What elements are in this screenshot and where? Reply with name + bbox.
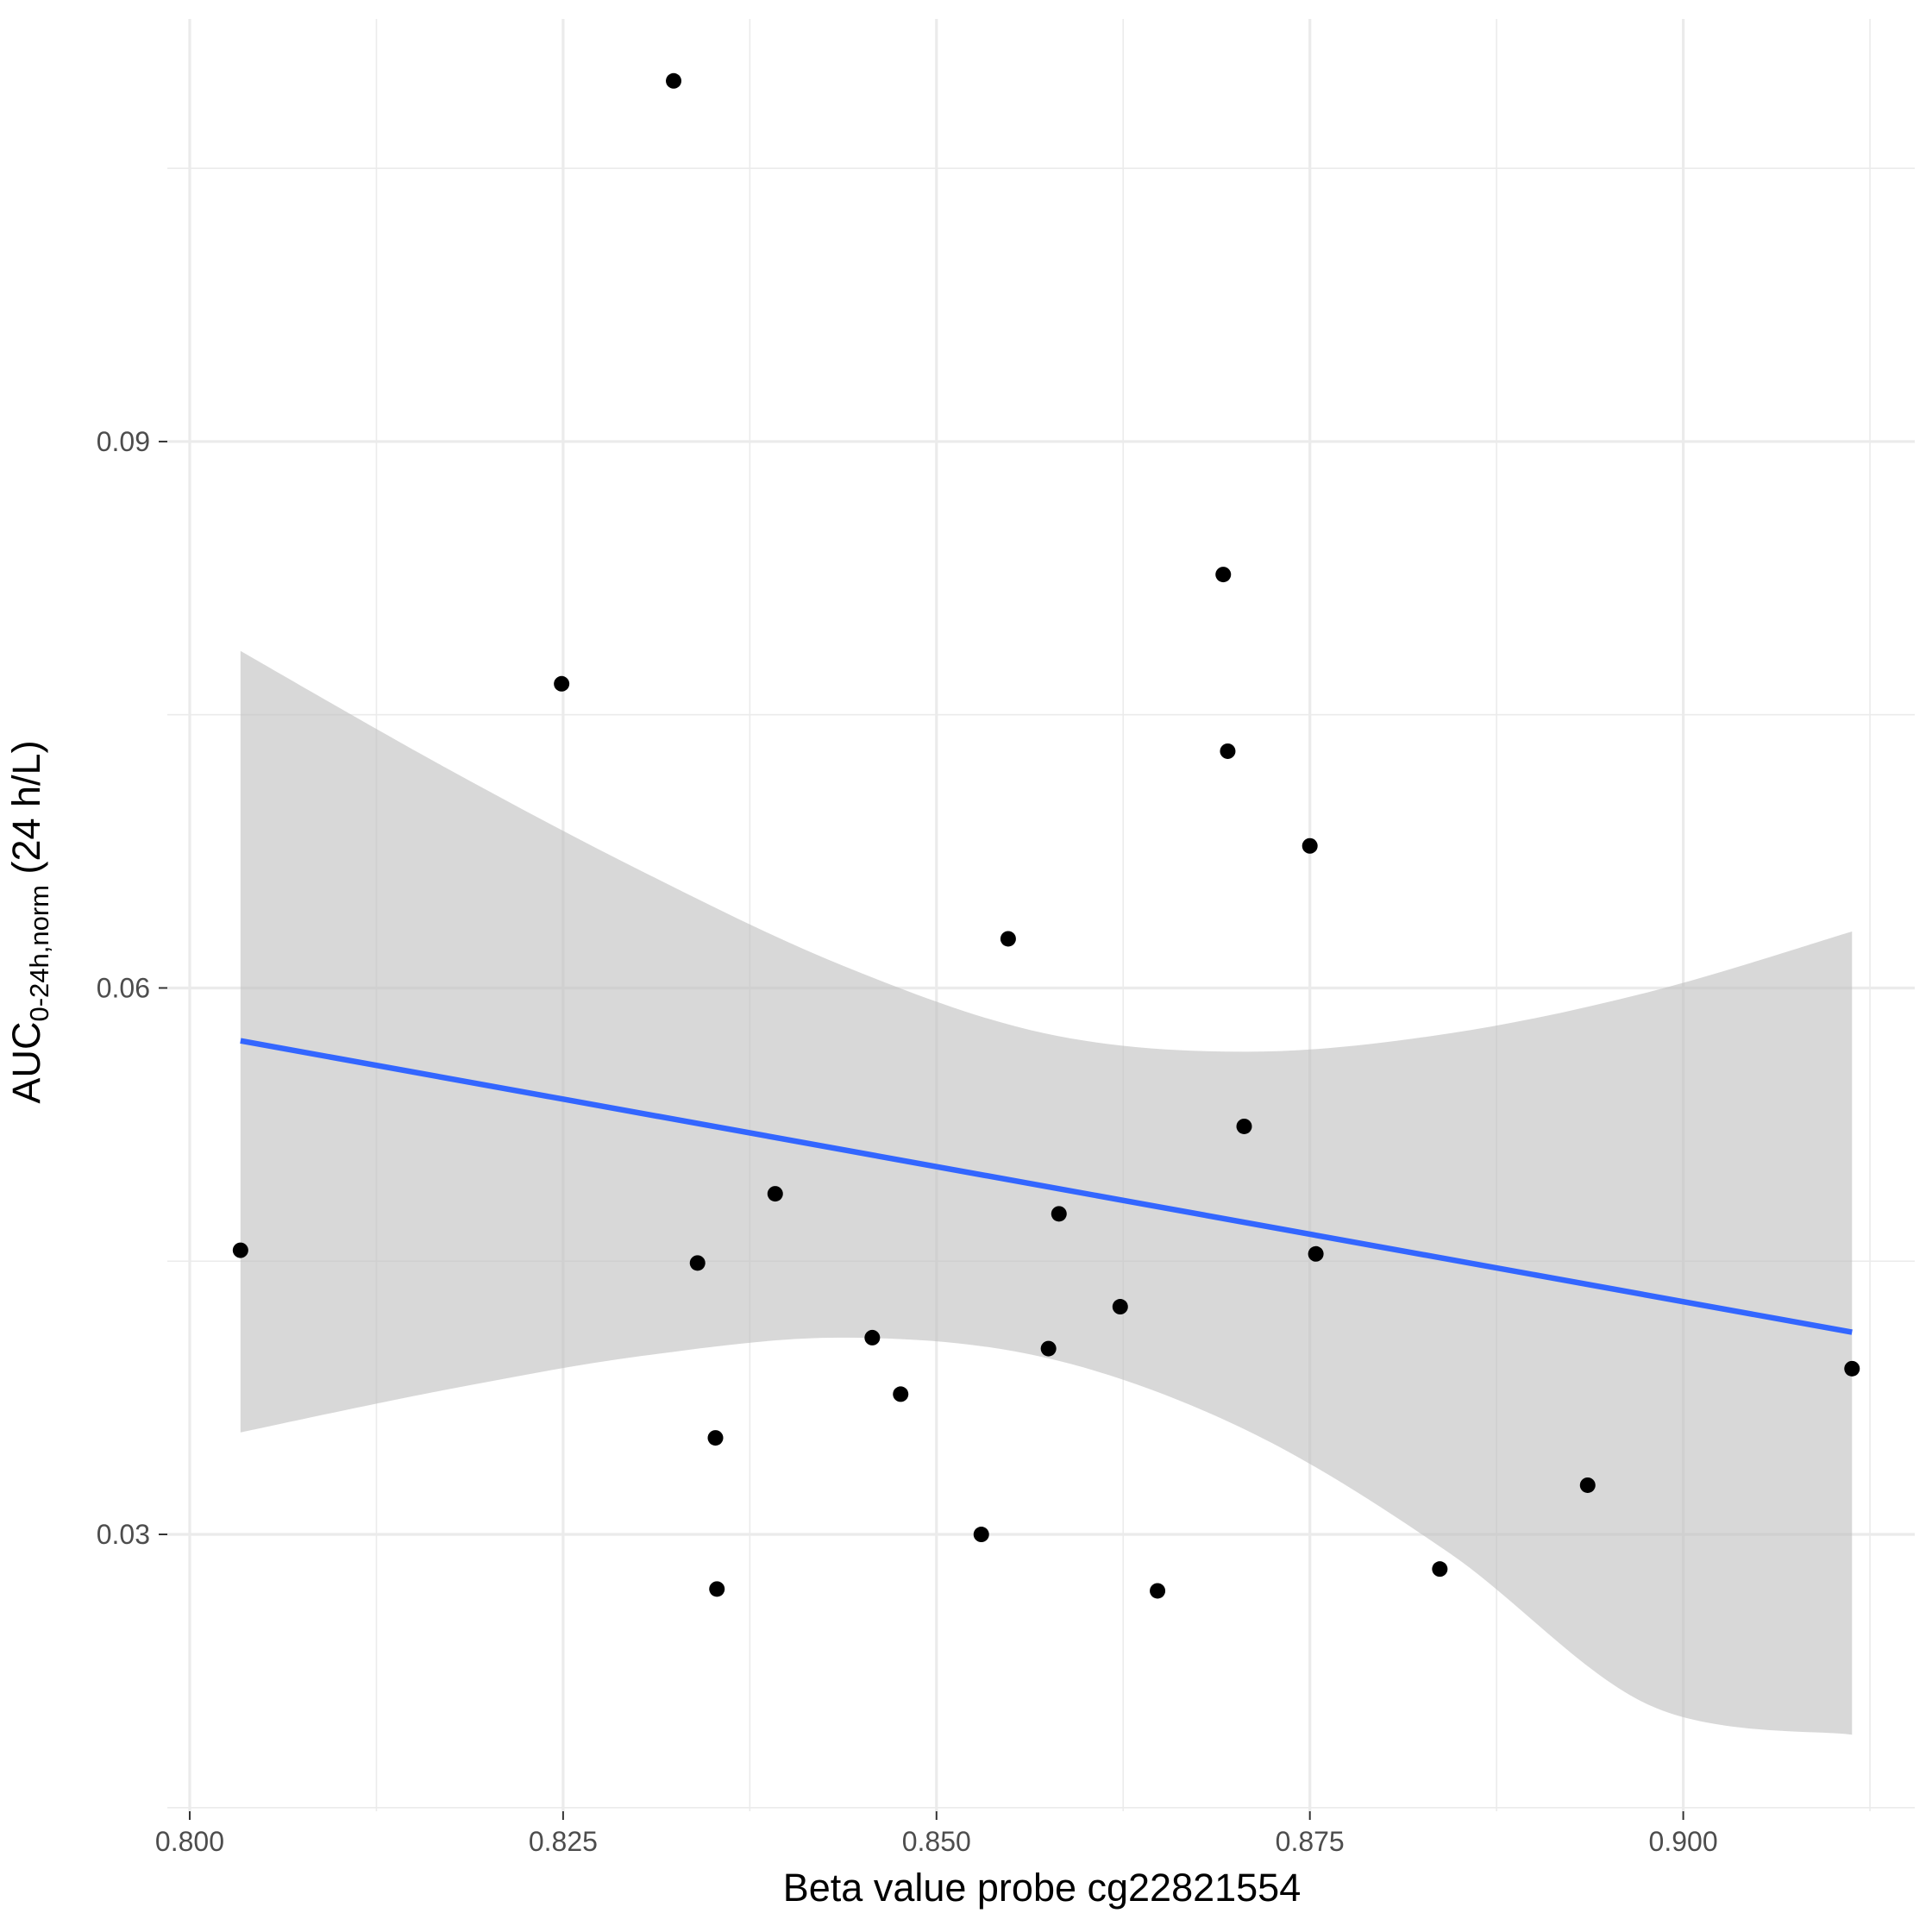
data-point [1150,1583,1166,1599]
y-tick-label: 0.09 [97,426,150,457]
data-point [1112,1299,1128,1315]
x-tick-label: 0.875 [1276,1826,1345,1857]
data-point [1844,1360,1860,1377]
data-point [767,1186,783,1202]
confidence-band [240,650,1853,1735]
y-axis-title-subscript: 0-24h,norm [24,885,54,1022]
data-point [709,1581,725,1597]
x-tick-label: 0.900 [1649,1826,1718,1857]
data-point [1302,837,1318,854]
data-points [232,72,1860,1599]
data-point [973,1527,989,1543]
data-point [554,675,570,692]
y-tick-label: 0.03 [97,1519,150,1550]
data-point [864,1329,881,1346]
regression-line [240,1038,1853,1335]
data-point [1215,567,1232,583]
data-point [1040,1340,1057,1357]
data-point [1051,1206,1067,1222]
data-point [232,1242,248,1258]
data-point [707,1430,724,1446]
data-point [1220,743,1236,759]
y-tick-label: 0.06 [97,972,150,1003]
data-point [689,1255,706,1271]
data-point [1000,931,1016,947]
x-tick-label: 0.800 [155,1826,224,1857]
data-point [893,1386,909,1402]
y-axis-title-suffix: (24 h/L) [4,740,48,885]
x-axis-ticks: 0.800 0.825 0.850 0.875 0.900 [155,1811,1718,1857]
data-point [666,72,682,89]
data-point [1236,1118,1252,1134]
y-axis-title: AUC0-24h,norm (24 h/L) [4,740,54,1103]
y-axis-title-main: AUC [4,1022,48,1104]
data-point [1308,1245,1324,1262]
data-point [1432,1561,1448,1578]
x-tick-label: 0.825 [529,1826,598,1857]
y-axis-ticks: 0.03 0.06 0.09 [97,426,167,1550]
x-tick-label: 0.850 [902,1826,971,1857]
data-point [1579,1477,1596,1493]
x-axis-title: Beta value probe cg22821554 [783,1866,1302,1910]
